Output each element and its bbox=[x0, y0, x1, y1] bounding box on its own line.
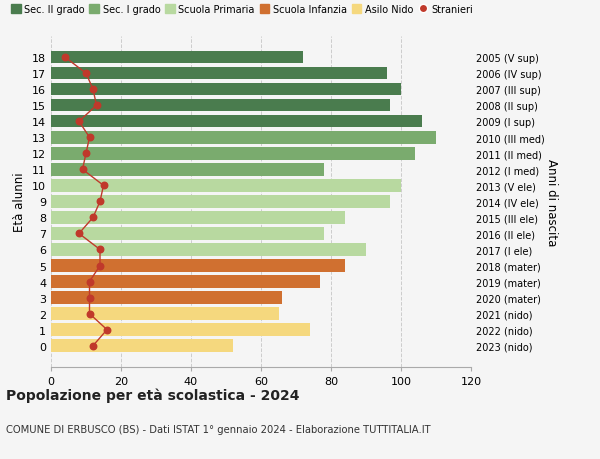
Point bbox=[78, 166, 88, 174]
Bar bbox=[51, 276, 320, 288]
Bar bbox=[51, 180, 401, 192]
Point bbox=[81, 150, 91, 157]
Point bbox=[88, 86, 98, 94]
Bar bbox=[51, 324, 310, 336]
Point bbox=[88, 342, 98, 350]
Y-axis label: Età alunni: Età alunni bbox=[13, 172, 26, 232]
Point bbox=[95, 198, 105, 206]
Bar bbox=[51, 260, 345, 272]
Bar bbox=[51, 212, 345, 224]
Bar bbox=[51, 340, 233, 352]
Bar bbox=[51, 84, 401, 96]
Point bbox=[92, 102, 101, 110]
Point bbox=[81, 70, 91, 78]
Point bbox=[88, 214, 98, 222]
Bar bbox=[51, 164, 324, 176]
Point bbox=[60, 54, 70, 62]
Point bbox=[85, 294, 94, 302]
Bar bbox=[51, 244, 366, 256]
Point bbox=[102, 326, 112, 334]
Point bbox=[85, 278, 94, 285]
Point bbox=[74, 230, 84, 238]
Bar bbox=[51, 148, 415, 160]
Bar bbox=[51, 100, 391, 112]
Point bbox=[95, 246, 105, 254]
Bar bbox=[51, 292, 282, 304]
Bar bbox=[51, 196, 391, 208]
Point bbox=[95, 262, 105, 269]
Bar bbox=[51, 116, 422, 128]
Bar bbox=[51, 52, 303, 64]
Point bbox=[74, 118, 84, 126]
Bar bbox=[51, 308, 278, 320]
Bar bbox=[51, 68, 387, 80]
Point bbox=[85, 310, 94, 318]
Y-axis label: Anni di nascita: Anni di nascita bbox=[545, 158, 559, 246]
Bar bbox=[51, 132, 436, 144]
Point bbox=[98, 182, 109, 190]
Text: COMUNE DI ERBUSCO (BS) - Dati ISTAT 1° gennaio 2024 - Elaborazione TUTTITALIA.IT: COMUNE DI ERBUSCO (BS) - Dati ISTAT 1° g… bbox=[6, 425, 431, 435]
Legend: Sec. II grado, Sec. I grado, Scuola Primaria, Scuola Infanzia, Asilo Nido, Stran: Sec. II grado, Sec. I grado, Scuola Prim… bbox=[11, 5, 473, 15]
Text: Popolazione per età scolastica - 2024: Popolazione per età scolastica - 2024 bbox=[6, 388, 299, 403]
Point bbox=[85, 134, 94, 142]
Bar bbox=[51, 228, 324, 240]
